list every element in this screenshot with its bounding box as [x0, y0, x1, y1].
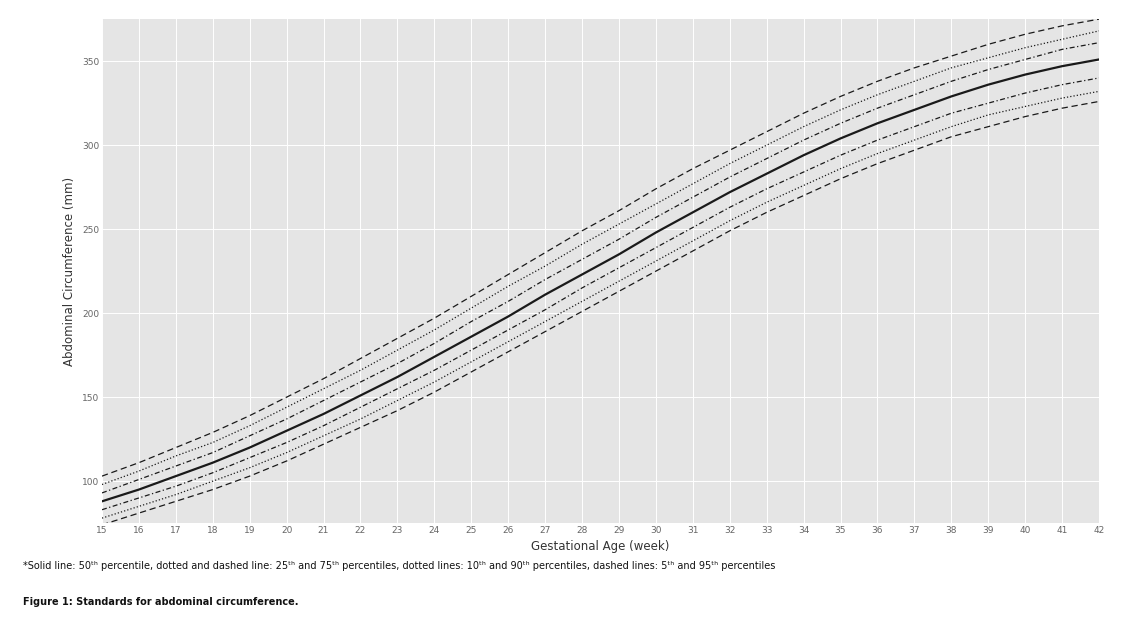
Text: *Solid line: 50ᵗʰ percentile, dotted and dashed line: 25ᵗʰ and 75ᵗʰ percentiles,: *Solid line: 50ᵗʰ percentile, dotted and…: [23, 561, 775, 572]
X-axis label: Gestational Age (week): Gestational Age (week): [531, 540, 670, 554]
Text: Figure 1: Standards for abdominal circumference.: Figure 1: Standards for abdominal circum…: [23, 597, 298, 607]
Y-axis label: Abdominal Circumference (mm): Abdominal Circumference (mm): [63, 177, 76, 366]
